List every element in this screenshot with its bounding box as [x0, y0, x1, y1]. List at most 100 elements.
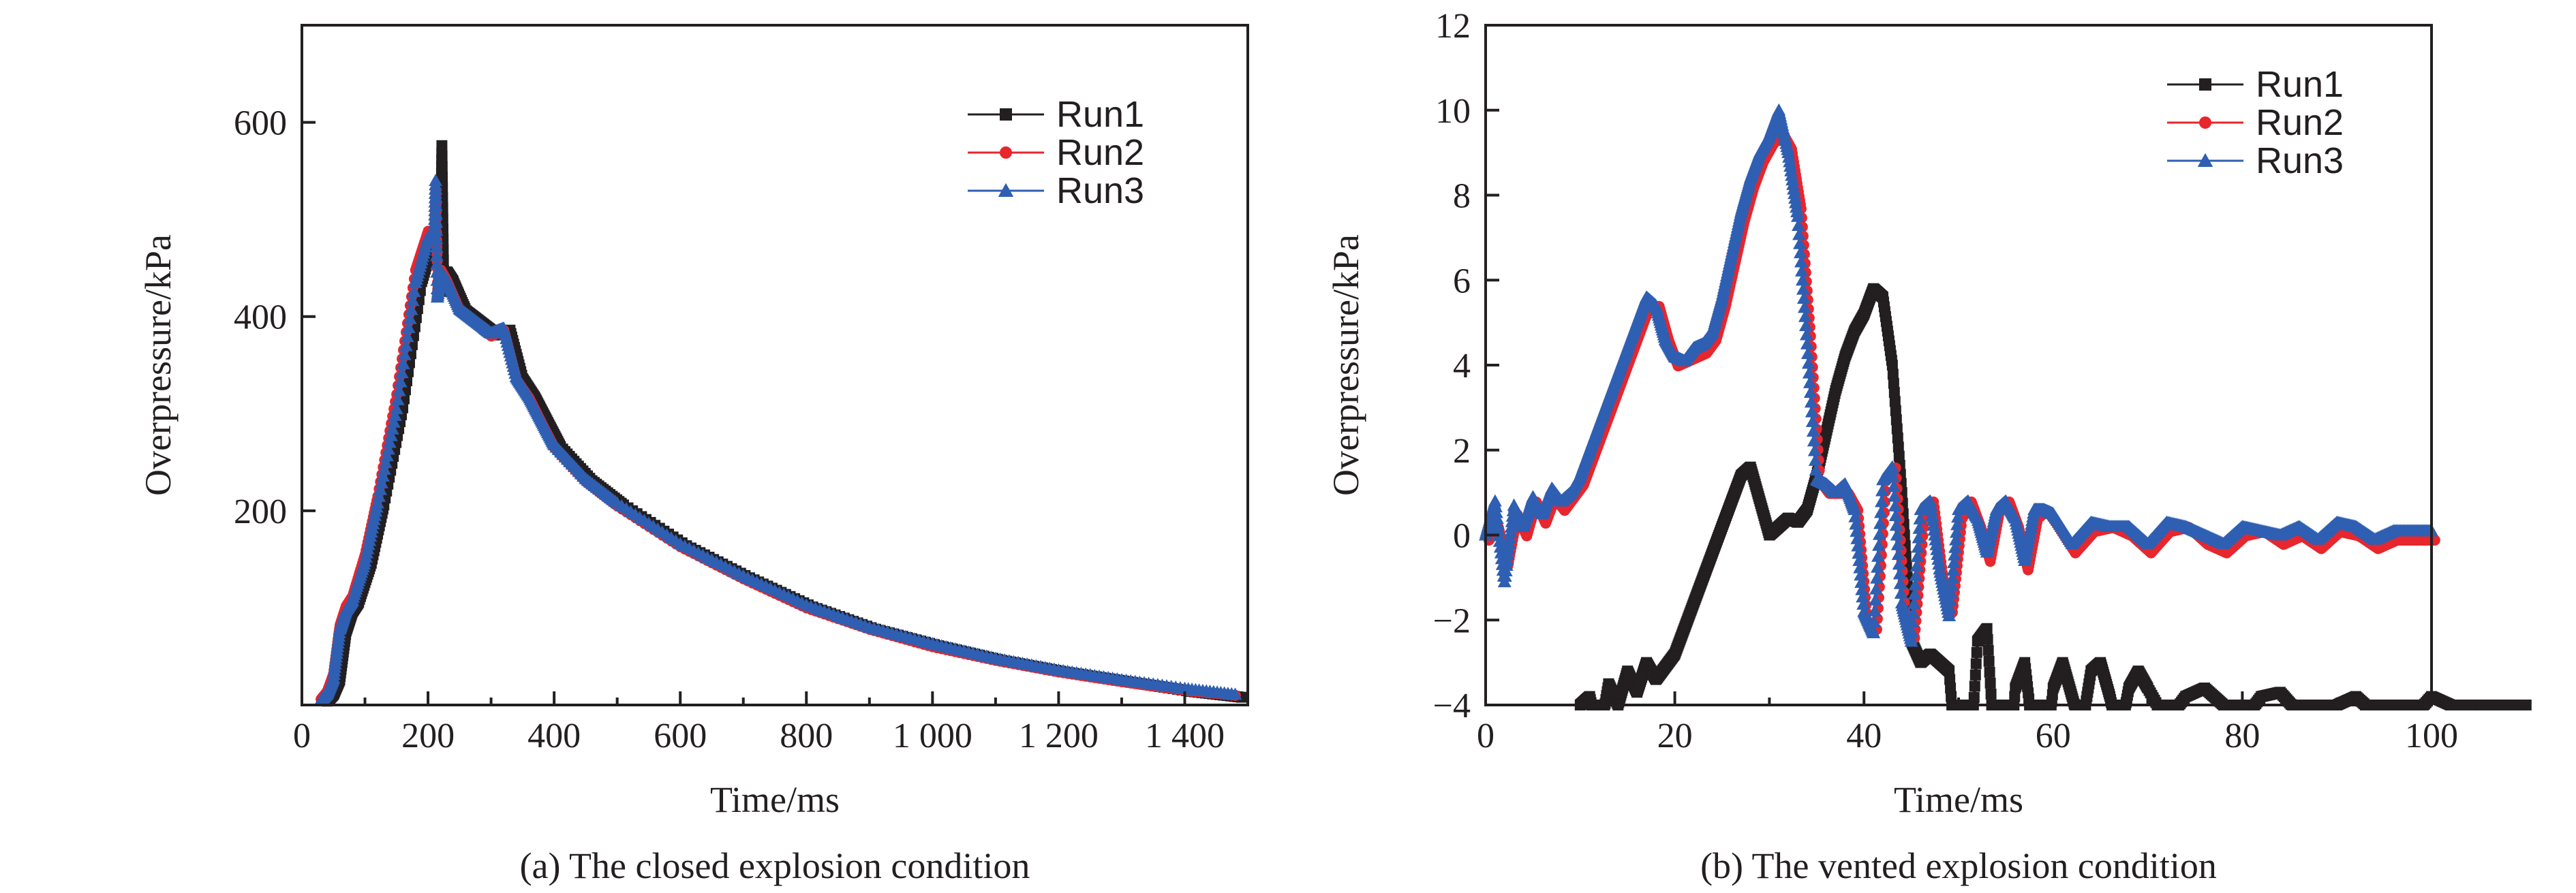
- y-tick-label: 200: [234, 492, 287, 531]
- data-point-run3: [1802, 366, 1816, 379]
- data-point-run3: [385, 422, 399, 435]
- data-point-run3: [1951, 510, 1965, 523]
- legend-marker: [2197, 153, 2213, 167]
- y-tick-label: 8: [1453, 177, 1471, 216]
- data-point-run3: [1796, 282, 1810, 295]
- data-point-run3: [1888, 508, 1903, 521]
- x-tick-label: 200: [401, 717, 455, 755]
- data-point-run3: [1867, 614, 1882, 627]
- y-tick-label: 4: [1453, 347, 1471, 386]
- series-line-run2: [320, 190, 1236, 701]
- data-point-run3: [1850, 524, 1864, 537]
- data-point-run1: [1969, 669, 1981, 680]
- legend-marker: [2199, 116, 2211, 129]
- series-line-run1: [1579, 285, 2526, 710]
- data-point-run1: [1892, 441, 1904, 453]
- data-point-run3: [1801, 356, 1815, 369]
- data-point-run3: [1488, 494, 1502, 507]
- data-point-run3: [1799, 328, 1813, 341]
- legend-item-run1: Run1: [968, 94, 1144, 135]
- data-point-run3: [1793, 236, 1807, 249]
- legend-item-run1: Run1: [2167, 64, 2344, 105]
- data-point-run3: [1889, 518, 1903, 531]
- vented-explosion-series: [1479, 103, 2532, 710]
- series-run2: [1483, 127, 2440, 644]
- data-point-run3: [1848, 510, 1862, 522]
- legend-label: Run1: [2256, 64, 2344, 105]
- data-point-run3: [1950, 525, 1964, 538]
- data-point-run3: [1852, 546, 1866, 559]
- data-point-run3: [429, 240, 444, 253]
- closed-explosion-plot-frame: [301, 24, 1249, 706]
- data-point-run3: [1854, 576, 1869, 589]
- data-point-run1: [1944, 665, 1955, 677]
- data-point-run3: [1794, 264, 1809, 277]
- data-point-run3: [384, 428, 398, 441]
- data-point-run3: [429, 232, 444, 245]
- data-point-run3: [1873, 505, 1888, 518]
- data-point-run3: [1947, 556, 1961, 569]
- data-point-run3: [1944, 586, 1959, 599]
- legend-item-run3: Run3: [2167, 140, 2344, 181]
- data-point-run3: [374, 475, 388, 488]
- data-point-run3: [403, 311, 417, 324]
- data-point-run1: [2009, 691, 2021, 702]
- data-point-run3: [429, 223, 444, 236]
- data-point-run3: [1804, 395, 1818, 408]
- data-point-run1: [2520, 700, 2532, 710]
- series-line-run1: [326, 145, 1242, 703]
- data-point-run3: [1949, 533, 1963, 546]
- data-point-run1: [1887, 369, 1899, 380]
- data-point-run3: [1794, 246, 1808, 259]
- data-point-run3: [407, 285, 421, 298]
- data-point-run3: [1871, 549, 1886, 562]
- data-point-run1: [436, 140, 448, 151]
- data-point-run3: [1887, 489, 1901, 502]
- data-point-run1: [1971, 646, 1982, 658]
- data-point-run1: [1893, 450, 1905, 462]
- data-point-run3: [1907, 597, 1921, 610]
- data-point-run3: [375, 469, 390, 482]
- x-tick-label: 20: [1657, 717, 1693, 755]
- data-point-run3: [1892, 567, 1907, 580]
- data-point-run3: [1909, 568, 1923, 581]
- x-tick-label: 1 200: [1019, 717, 1099, 755]
- data-point-run3: [1867, 625, 1881, 638]
- data-point-run3: [1891, 548, 1905, 561]
- x-tick-label: 1 400: [1145, 717, 1225, 755]
- legend-marker: [998, 183, 1014, 197]
- data-point-run3: [1490, 511, 1504, 524]
- data-point-run3: [1890, 528, 1904, 541]
- series-run1: [322, 140, 1247, 707]
- data-point-run3: [1856, 590, 1870, 603]
- data-point-run3: [1798, 319, 1813, 332]
- data-point-run3: [429, 198, 443, 211]
- data-point-run1: [436, 161, 448, 172]
- data-point-run3: [1873, 516, 1887, 529]
- data-point-run3: [378, 456, 393, 469]
- legend-label: Run3: [1056, 170, 1144, 211]
- data-point-run3: [1493, 540, 1507, 553]
- data-point-run3: [1904, 634, 1918, 647]
- series-line-run3: [319, 181, 1236, 702]
- data-point-run1: [1969, 680, 1980, 692]
- data-point-run3: [1805, 405, 1819, 418]
- data-point-run1: [1946, 691, 1957, 702]
- data-point-run3: [1798, 309, 1812, 322]
- data-point-run1: [1892, 432, 1903, 443]
- data-point-run3: [1875, 484, 1889, 497]
- data-point-run3: [1908, 578, 1922, 591]
- data-point-run3: [1490, 517, 1505, 530]
- series-run3: [313, 174, 1242, 706]
- series-run1: [1574, 283, 2532, 710]
- data-point-run3: [1849, 517, 1863, 530]
- data-point-run3: [371, 496, 385, 509]
- data-point-run3: [1870, 571, 1884, 584]
- data-point-run3: [1853, 561, 1867, 574]
- closed-explosion-y-axis-label: Overpressure/kPa: [138, 234, 179, 496]
